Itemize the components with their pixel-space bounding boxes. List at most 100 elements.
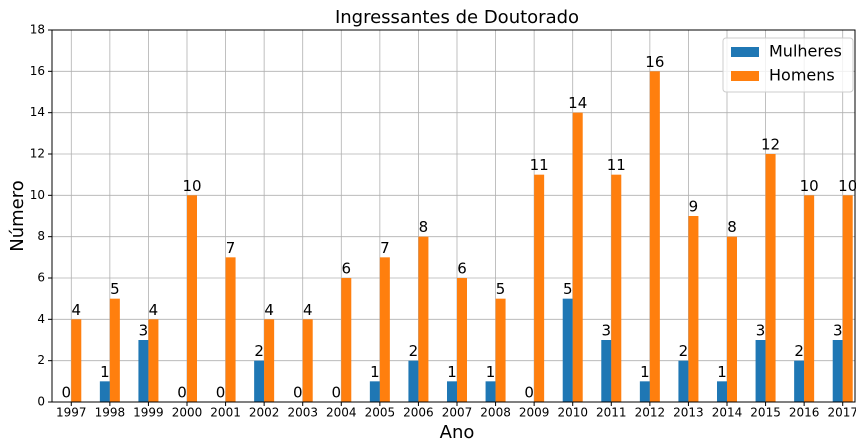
value-label: 2 (679, 342, 689, 360)
bar (148, 319, 159, 402)
value-label: 1 (100, 363, 110, 381)
value-label: 1 (370, 363, 380, 381)
bar (254, 360, 265, 402)
y-tick-label: 8 (37, 229, 45, 243)
x-tick-label: 2013 (673, 406, 704, 420)
bar (302, 319, 313, 402)
bar (832, 340, 843, 402)
value-label: 7 (380, 239, 390, 257)
legend-swatch (731, 47, 759, 57)
value-label: 3 (602, 322, 612, 340)
value-label: 4 (264, 301, 274, 319)
plot-frame (51, 29, 856, 403)
x-tick-label: 2006 (403, 406, 434, 420)
bar (138, 340, 149, 402)
y-tick-label: 14 (30, 105, 45, 119)
x-tick-label: 2011 (596, 406, 627, 420)
value-label: 6 (457, 260, 467, 278)
x-tick-label: 2001 (210, 406, 241, 420)
x-tick-label: 2015 (750, 406, 781, 420)
value-label: 4 (303, 301, 313, 319)
value-label: 4 (72, 301, 82, 319)
bar (109, 298, 120, 402)
x-tick-label: 2000 (172, 406, 203, 420)
bar (562, 298, 573, 402)
bar (678, 360, 689, 402)
y-axis-label: Número (7, 180, 28, 252)
value-label: 0 (293, 384, 303, 402)
bar (639, 381, 650, 402)
x-tick-label: 2008 (480, 406, 511, 420)
bar (727, 236, 737, 402)
value-label: 5 (563, 280, 573, 298)
bar (341, 278, 352, 402)
value-label: 16 (645, 53, 664, 71)
legend-label: Mulheres (769, 42, 842, 61)
value-label: 9 (689, 198, 699, 216)
value-label: 6 (342, 260, 352, 278)
bar (601, 340, 612, 402)
value-label: 1 (640, 363, 650, 381)
bar (649, 71, 660, 402)
value-label: 3 (756, 322, 766, 340)
bar (264, 319, 275, 402)
bar (842, 195, 853, 402)
bar (379, 257, 390, 402)
bar (755, 340, 766, 402)
legend: Mulheres Homens (722, 37, 854, 93)
y-tick-label: 4 (37, 312, 45, 326)
legend-swatch (731, 71, 759, 81)
bar (369, 381, 380, 402)
value-label: 8 (419, 218, 429, 236)
x-tick-label: 2010 (557, 406, 588, 420)
bar (418, 236, 429, 402)
x-tick-label: 2003 (287, 406, 318, 420)
y-tick-label: 16 (30, 64, 45, 78)
bar (495, 298, 506, 402)
y-tick-label: 2 (37, 353, 45, 367)
value-label: 0 (332, 384, 342, 402)
value-label: 10 (838, 177, 856, 195)
x-tick-label: 2014 (712, 406, 743, 420)
x-tick-label: 1997 (56, 406, 87, 420)
value-label: 0 (177, 384, 187, 402)
value-label: 0 (524, 384, 534, 402)
value-label: 11 (607, 156, 626, 174)
bar (457, 278, 467, 402)
value-label: 0 (216, 384, 226, 402)
chart-title: Ingressantes de Doutorado (335, 7, 579, 28)
x-tick-label: 2002 (249, 406, 280, 420)
value-label: 3 (139, 322, 149, 340)
bar (717, 381, 727, 402)
bar (794, 360, 805, 402)
bar (572, 112, 583, 403)
value-label: 3 (833, 322, 843, 340)
bar (765, 154, 776, 402)
y-tick-label: 10 (30, 188, 45, 202)
value-label: 2 (409, 342, 419, 360)
y-tick-label: 18 (30, 23, 45, 37)
value-label: 1 (717, 363, 727, 381)
value-label: 10 (800, 177, 819, 195)
bar (804, 195, 815, 402)
x-tick-label: 1999 (133, 406, 164, 420)
value-label: 7 (226, 239, 236, 257)
value-label: 2 (794, 342, 804, 360)
x-tick-label: 2004 (326, 406, 357, 420)
value-label: 8 (727, 218, 737, 236)
value-label: 11 (530, 156, 549, 174)
bar (408, 360, 419, 402)
y-tick-label: 0 (37, 395, 45, 409)
bar (225, 257, 236, 402)
value-label: 0 (62, 384, 72, 402)
bar (447, 381, 457, 402)
x-tick-label: 2016 (789, 406, 820, 420)
bar (534, 174, 545, 402)
value-label: 5 (110, 280, 120, 298)
bar (99, 381, 110, 402)
value-label: 1 (447, 363, 457, 381)
value-label: 10 (182, 177, 201, 195)
y-tick-label: 6 (37, 271, 45, 285)
y-tick-label: 12 (30, 147, 45, 161)
